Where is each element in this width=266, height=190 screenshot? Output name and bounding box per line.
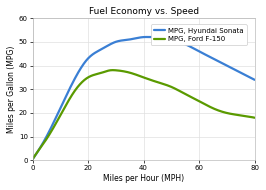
MPG, Ford F-150 xyxy=(193,98,196,100)
MPG, Ford F-150 xyxy=(119,70,123,72)
Line: MPG, Ford F-150: MPG, Ford F-150 xyxy=(32,70,255,159)
MPG, Hyundai Sonata xyxy=(58,109,61,112)
MPG, Hyundai Sonata xyxy=(253,79,256,81)
MPG, Hyundai Sonata xyxy=(192,47,195,49)
Y-axis label: Miles per Gallon (MPG): Miles per Gallon (MPG) xyxy=(7,46,16,133)
Title: Fuel Economy vs. Speed: Fuel Economy vs. Speed xyxy=(89,7,199,16)
MPG, Ford F-150 xyxy=(171,86,174,89)
MPG, Hyundai Sonata xyxy=(103,46,106,48)
MPG, Hyundai Sonata xyxy=(171,39,174,41)
Line: MPG, Hyundai Sonata: MPG, Hyundai Sonata xyxy=(32,37,255,159)
MPG, Ford F-150 xyxy=(58,116,61,118)
MPG, Ford F-150 xyxy=(253,117,256,119)
MPG, Ford F-150 xyxy=(31,158,34,160)
MPG, Ford F-150 xyxy=(111,69,114,71)
MPG, Ford F-150 xyxy=(192,97,195,99)
X-axis label: Miles per Hour (MPH): Miles per Hour (MPH) xyxy=(103,174,184,183)
MPG, Hyundai Sonata xyxy=(145,36,148,38)
Legend: MPG, Hyundai Sonata, MPG, Ford F-150: MPG, Hyundai Sonata, MPG, Ford F-150 xyxy=(151,25,247,45)
MPG, Hyundai Sonata xyxy=(193,48,196,50)
MPG, Hyundai Sonata xyxy=(31,158,34,160)
MPG, Ford F-150 xyxy=(103,70,106,73)
MPG, Hyundai Sonata xyxy=(119,40,122,42)
